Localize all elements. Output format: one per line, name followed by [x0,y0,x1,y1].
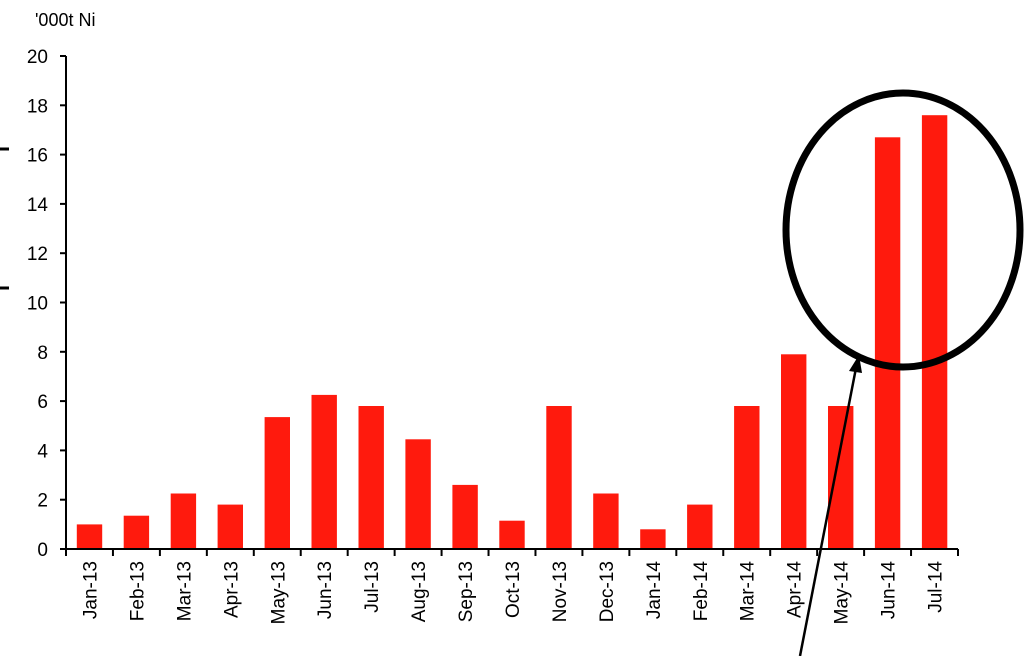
bar-jun-14 [874,137,901,550]
bar-nov-13 [546,406,572,549]
bar-sep-13 [452,484,478,549]
x-axis-ticks: Jan-13 Feb-13 Mar-13 Apr-13 May-13 Jun-13 Jul-… [65,549,959,625]
x-tick-label: Feb-13 [127,561,148,621]
y-tick-label: 4 [37,441,48,462]
x-tick-label: Jul-14 [926,561,947,613]
bar-jul-13 [358,406,384,549]
x-tick-label: Mar-13 [174,561,195,621]
bar-mar-13 [170,493,197,549]
y-tick-label: 8 [37,343,48,364]
x-tick-label: Nov-13 [550,561,571,622]
y-tick-label: 16 [27,146,48,167]
y-tick-label: 10 [27,294,48,315]
bar-dec-13 [593,493,619,549]
y-axis-ticks: 0 2 4 6 8 10 12 14 16 18 20 [27,47,66,561]
x-tick-label: May-14 [832,561,853,625]
x-tick-label: Jun-14 [879,561,900,620]
x-tick-label: Mar-14 [738,561,759,622]
y-axis-unit-label: '000t Ni [35,10,95,30]
bar-jan-13 [76,524,103,549]
bar-feb-13 [123,515,150,549]
x-tick-label: Jul-13 [362,561,383,613]
bar-jun-13 [311,394,337,549]
bar-feb-14 [687,504,713,549]
highlight-ellipse [782,89,1024,371]
y-tick-label: 14 [27,195,49,216]
bar-may-14 [828,406,854,549]
bar-apr-14 [781,354,807,549]
x-tick-label: Jan-13 [80,561,101,619]
x-tick-label: Aug-13 [409,561,430,622]
bar-may-13 [264,417,290,549]
bar-jul-14 [921,115,948,549]
bar-mar-14 [734,406,760,549]
annotation-arrow-line [798,367,858,656]
bar-oct-13 [499,520,525,549]
bars-group [76,115,948,550]
y-tick-label: 18 [27,96,48,117]
bar-jan-14 [640,529,666,549]
bar-aug-13 [405,439,431,549]
x-tick-label: Apr-14 [785,561,806,618]
y-tick-label: 12 [27,244,48,265]
x-tick-label: Dec-13 [597,561,618,622]
annotation-arrow-head [849,355,862,373]
x-tick-label: Feb-14 [691,561,712,622]
x-tick-label: Oct-13 [503,561,524,618]
y-tick-label: 20 [27,47,48,68]
x-tick-label: Sep-13 [456,561,477,622]
x-tick-label: Jun-13 [315,561,336,619]
y-tick-label: 6 [37,392,48,413]
y-tick-label: 0 [37,540,48,561]
bar-apr-13 [217,504,243,549]
x-tick-label: Jan-14 [644,561,665,620]
x-tick-label: May-13 [268,561,289,624]
y-tick-label: 2 [37,491,48,512]
x-tick-label: Apr-13 [221,561,242,618]
